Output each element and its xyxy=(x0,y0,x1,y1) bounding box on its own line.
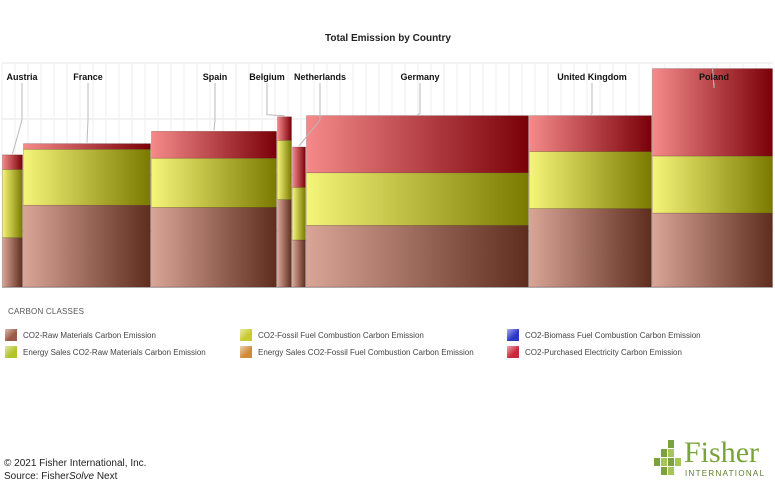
bar-segment-netherlands-0[interactable] xyxy=(292,239,306,288)
legend-swatch xyxy=(5,329,17,341)
label-connector xyxy=(86,83,89,143)
legend-title: CARBON CLASSES xyxy=(8,307,85,316)
legend-item[interactable]: CO2-Fossil Fuel Combustion Carbon Emissi… xyxy=(240,329,424,341)
source-prefix: Source: Fisher xyxy=(4,471,70,482)
bar-segment-france-5[interactable] xyxy=(23,143,151,150)
country-label: Austria xyxy=(6,72,38,82)
legend-item[interactable]: CO2-Biomass Fuel Combustion Carbon Emiss… xyxy=(507,329,701,341)
country-labels: Austria France Spain Belgium Netherlands Germ… xyxy=(6,67,729,154)
label-connector xyxy=(298,83,321,147)
legend-label: Energy Sales CO2-Fossil Fuel Combustion … xyxy=(258,347,474,357)
label-connector xyxy=(12,83,23,154)
legend-item[interactable]: CO2-Purchased Electricity Carbon Emissio… xyxy=(507,346,682,358)
label-connector xyxy=(712,67,715,89)
bar-segment-spain-5[interactable] xyxy=(151,131,277,159)
legend-swatch xyxy=(240,329,252,341)
legend-swatch xyxy=(507,329,519,341)
legend-label: CO2-Fossil Fuel Combustion Carbon Emissi… xyxy=(258,330,424,340)
legend-label: Energy Sales CO2-Raw Materials Carbon Em… xyxy=(23,347,206,357)
legend-label: CO2-Biomass Fuel Combustion Carbon Emiss… xyxy=(525,330,701,340)
bar-segment-united-kingdom-2[interactable] xyxy=(529,151,652,209)
bar-segment-belgium-0[interactable] xyxy=(277,199,292,288)
fisher-logo: Fisher INTERNATIONAL xyxy=(654,438,774,482)
bar-segment-austria-5[interactable] xyxy=(2,154,23,170)
legend-swatch xyxy=(5,346,17,358)
country-label: Netherlands xyxy=(294,72,346,82)
bar-segment-belgium-5[interactable] xyxy=(277,116,292,141)
bar-segment-netherlands-5[interactable] xyxy=(292,146,306,188)
bars xyxy=(2,68,773,288)
source-suffix: Next xyxy=(94,471,118,482)
legend-swatch xyxy=(507,346,519,358)
chart: Total Emission by Country Austria France S… xyxy=(1,33,773,288)
legend-item[interactable]: Energy Sales CO2-Raw Materials Carbon Em… xyxy=(5,346,206,358)
legend-item[interactable]: Energy Sales CO2-Fossil Fuel Combustion … xyxy=(240,346,474,358)
country-label: Belgium xyxy=(249,72,285,82)
source-italic: Solve xyxy=(69,471,95,482)
country-label: Poland xyxy=(699,72,729,82)
bar-segment-spain-0[interactable] xyxy=(151,207,277,288)
bar-segment-united-kingdom-0[interactable] xyxy=(529,208,652,288)
legend-label: CO2-Raw Materials Carbon Emission xyxy=(23,330,156,340)
label-connector xyxy=(590,83,593,116)
label-connector xyxy=(266,83,285,117)
legend-label: CO2-Purchased Electricity Carbon Emissio… xyxy=(525,347,682,357)
bar-segment-austria-0[interactable] xyxy=(2,237,23,288)
chart-title: Total Emission by Country xyxy=(325,33,451,44)
bar-segment-united-kingdom-5[interactable] xyxy=(529,115,652,152)
label-connector xyxy=(417,83,421,116)
bar-segment-france-2[interactable] xyxy=(23,148,151,206)
bar-segment-germany-5[interactable] xyxy=(306,115,529,174)
bar-segment-poland-5[interactable] xyxy=(652,68,773,157)
bar-segment-germany-0[interactable] xyxy=(306,225,529,288)
bar-segment-poland-0[interactable] xyxy=(652,212,773,288)
logo-word: Fisher xyxy=(684,436,759,469)
label-connector xyxy=(213,83,216,131)
bar-segment-france-0[interactable] xyxy=(23,204,151,288)
source-line: Source: FisherSolve Next xyxy=(4,471,117,482)
country-label: France xyxy=(73,72,103,82)
legend-item[interactable]: CO2-Raw Materials Carbon Emission xyxy=(5,329,156,341)
bar-segment-spain-2[interactable] xyxy=(151,157,277,208)
bar-segment-belgium-2[interactable] xyxy=(277,139,292,200)
country-label: United Kingdom xyxy=(557,72,627,82)
copyright: © 2021 Fisher International, Inc. xyxy=(4,458,147,469)
country-label: Spain xyxy=(203,72,228,82)
bar-segment-germany-2[interactable] xyxy=(306,172,529,226)
bar-segment-austria-2[interactable] xyxy=(2,169,23,239)
bar-segment-netherlands-2[interactable] xyxy=(292,187,306,241)
bar-segment-poland-2[interactable] xyxy=(652,155,773,214)
country-label: Germany xyxy=(400,72,439,82)
logo-mark-icon xyxy=(654,440,681,475)
legend-swatch xyxy=(240,346,252,358)
logo-sub: INTERNATIONAL xyxy=(685,469,766,478)
